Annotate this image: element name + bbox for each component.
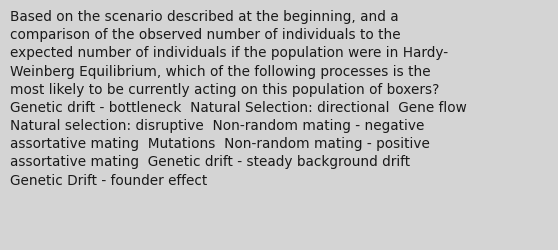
Text: Based on the scenario described at the beginning, and a
comparison of the observ: Based on the scenario described at the b… bbox=[10, 10, 466, 187]
